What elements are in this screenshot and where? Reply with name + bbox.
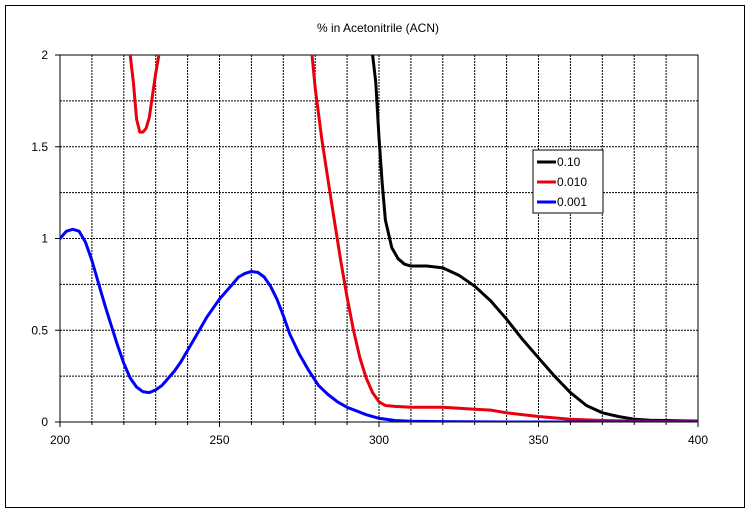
x-tick-label: 350 — [528, 433, 548, 447]
series-line-2 — [128, 55, 698, 422]
x-tick-label: 250 — [209, 433, 229, 447]
legend: 0.10 0.010 0.001 — [532, 149, 604, 214]
legend-label-1: 0.10 — [557, 155, 581, 169]
chart-title: % in Acetonitrile (ACN) — [317, 21, 439, 35]
series-lines — [60, 55, 698, 422]
y-tick-label: 2 — [41, 48, 48, 62]
x-tick-label: 400 — [688, 433, 708, 447]
x-tick-label: 300 — [369, 433, 389, 447]
x-tick-label: 200 — [50, 433, 70, 447]
y-tick-label: 0 — [41, 415, 48, 429]
y-axis: 0 0.5 1 1.5 2 — [31, 48, 60, 429]
y-tick-label: 1 — [41, 232, 48, 246]
y-tick-label: 1.5 — [31, 140, 48, 154]
y-tick-label: 0.5 — [31, 323, 48, 337]
x-axis: 200 250 300 350 400 — [50, 422, 708, 447]
plot-area — [59, 54, 699, 423]
legend-label-3: 0.001 — [557, 195, 587, 209]
series-line-3 — [60, 227, 698, 422]
series-line-1 — [371, 55, 698, 422]
legend-label-2: 0.010 — [557, 175, 587, 189]
